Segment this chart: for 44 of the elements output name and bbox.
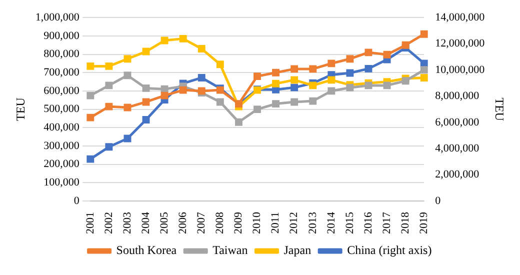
x-tick-label: 2011 <box>270 212 282 234</box>
y-tick-label: 400,000 <box>44 122 80 134</box>
y-tick-label: 300,000 <box>44 140 80 152</box>
y2-tick-label: 2,000,000 <box>435 168 480 181</box>
x-tick-label: 2001 <box>84 212 96 234</box>
y2-tick-label: 12,000,000 <box>435 38 486 50</box>
x-tick-label: 2015 <box>344 212 356 234</box>
y-tick-label: 700,000 <box>44 66 80 79</box>
y-tick-label: 0 <box>74 194 80 207</box>
y-tick-label: 800,000 <box>44 48 80 60</box>
y-tick-label: 500,000 <box>44 103 80 116</box>
x-tick-label: 2012 <box>288 212 300 234</box>
y2-axis-title: TEU <box>492 98 507 122</box>
x-tick-label: 2007 <box>196 212 208 234</box>
legend-label: Taiwan <box>212 243 248 258</box>
y-tick-label: 900,000 <box>44 30 80 42</box>
x-tick-label: 2009 <box>232 212 245 234</box>
legend-label: South Korea <box>116 243 178 258</box>
y2-tick-label: 4,000,000 <box>435 142 480 154</box>
x-tick-label: 2003 <box>121 212 134 234</box>
legend-label: China (right axis) <box>347 243 432 258</box>
y2-tick-label: 10,000,000 <box>435 64 486 76</box>
y2-tick-label: 0 <box>435 194 442 207</box>
x-tick-label: 2017 <box>380 212 393 234</box>
x-tick-label: 2013 <box>306 212 319 234</box>
legend-label: Japan <box>284 243 312 258</box>
y-axis-title: TEU <box>13 97 28 121</box>
y-tick-label: 1,000,000 <box>35 11 80 24</box>
x-tick-label: 2008 <box>214 212 226 234</box>
y-tick-label: 100,000 <box>44 176 80 189</box>
y2-tick-label: 8,000,000 <box>435 90 480 102</box>
x-tick-label: 2004 <box>140 212 152 234</box>
x-tick-label: 2016 <box>362 212 374 234</box>
x-tick-label: 2018 <box>399 212 412 234</box>
x-tick-label: 2010 <box>251 212 264 234</box>
y2-tick-label: 14,000,000 <box>435 11 486 24</box>
x-tick-label: 2002 <box>102 212 115 234</box>
x-tick-label: 2014 <box>325 212 338 234</box>
y-tick-label: 600,000 <box>44 84 80 97</box>
x-tick-label: 2006 <box>176 212 189 234</box>
y2-tick-label: 6,000,000 <box>435 116 480 128</box>
x-tick-label: 2019 <box>418 212 430 234</box>
x-tick-label: 2005 <box>158 212 170 234</box>
y-tick-label: 200,000 <box>44 158 80 170</box>
